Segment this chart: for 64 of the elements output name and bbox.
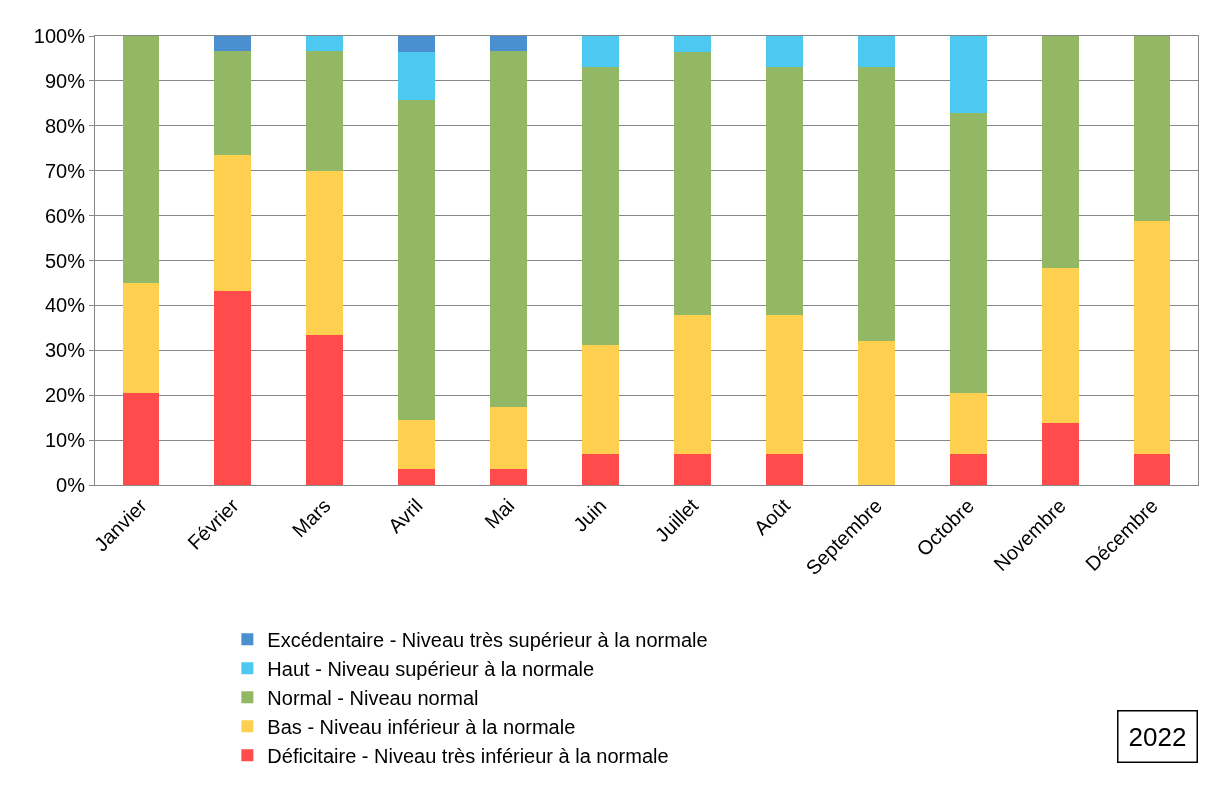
bar [122, 283, 160, 393]
y-tick-label: 90% [44, 69, 86, 92]
x-tick-label: Juin [568, 494, 611, 536]
bar [765, 314, 803, 455]
bar [857, 36, 895, 68]
bar [122, 36, 160, 284]
bar [949, 112, 987, 393]
bar [398, 420, 436, 470]
legend-label: Bas - Niveau inférieur à la normale [267, 716, 576, 738]
y-tick-label: 50% [44, 249, 86, 272]
bar [674, 314, 711, 455]
bar [765, 36, 803, 67]
bar [1133, 36, 1171, 221]
y-tick-label: 20% [44, 384, 86, 407]
bar [582, 66, 619, 346]
bar [582, 345, 619, 455]
bar [490, 469, 528, 485]
bar [949, 392, 987, 455]
legend-label: Déficitaire - Niveau très inférieur à la normale [267, 745, 669, 767]
bar [122, 392, 160, 485]
bar [857, 340, 895, 485]
bar [398, 36, 436, 52]
bar [1041, 36, 1079, 268]
y-tick-label: 10% [44, 429, 86, 452]
x-tick-label: Mai [480, 494, 519, 533]
bar [1041, 267, 1079, 424]
bar [214, 154, 252, 291]
legend-label: Haut - Niveau supérieur à la normale [267, 658, 595, 680]
y-tick-label: 100% [33, 25, 86, 47]
bar [214, 50, 252, 155]
bar [398, 469, 436, 485]
bar [857, 67, 895, 341]
legend-label: Normal - Niveau normal [267, 687, 479, 709]
bar [765, 454, 803, 485]
bar [398, 51, 436, 100]
bar [1041, 423, 1079, 485]
bar [1133, 220, 1171, 455]
bar [214, 290, 252, 485]
y-tick-label: 0% [56, 474, 86, 496]
bar [306, 170, 344, 336]
bar [674, 454, 711, 485]
bar [214, 36, 252, 51]
bar [490, 36, 528, 51]
bar [674, 51, 711, 315]
bar [949, 454, 987, 485]
bar [1133, 454, 1171, 485]
text: 2022 [1128, 721, 1187, 752]
bar [306, 335, 344, 485]
bar [765, 66, 803, 315]
bar [674, 36, 711, 52]
bar [490, 407, 528, 470]
bar [306, 36, 344, 51]
y-tick-label: 70% [44, 159, 86, 182]
bar [306, 50, 344, 171]
bar [949, 36, 987, 113]
bar [398, 99, 436, 421]
bar [582, 454, 619, 485]
bar [490, 50, 528, 408]
y-tick-label: 80% [44, 114, 86, 137]
y-tick-label: 40% [44, 294, 86, 317]
y-tick-label: 60% [44, 204, 86, 227]
legend-label: Excédentaire - Niveau très supérieur à la normale [267, 629, 708, 651]
y-tick-label: 30% [44, 339, 86, 362]
bar [582, 36, 619, 67]
